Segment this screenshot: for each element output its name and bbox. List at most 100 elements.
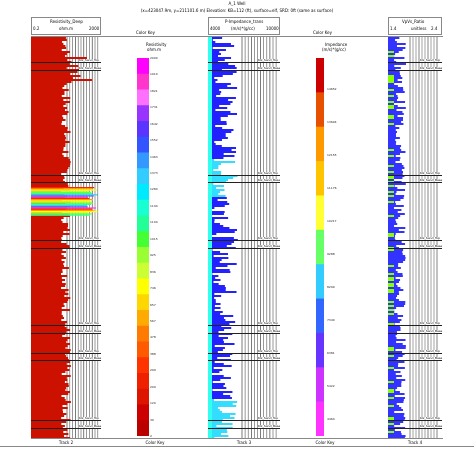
track2-fill-row: [31, 345, 68, 347]
marker-label: KIz_Sand_Top: [258, 321, 279, 325]
track3-fill-row: [208, 291, 237, 293]
track3-fill-row: [208, 401, 238, 403]
track3-fill-row: [208, 369, 223, 371]
track3-fill-row: [208, 93, 221, 95]
track3-fill-row: [208, 341, 224, 343]
track4-fill-row: [388, 49, 403, 51]
track2-fill-row: [31, 87, 63, 89]
track3-fill-row: [208, 409, 220, 411]
marker-label: KIz_Sand_Top: [258, 416, 279, 420]
track4-fill-row: [388, 245, 397, 247]
track2-fill-row: [31, 321, 68, 323]
track3-fill-row: [208, 413, 236, 415]
track2-header[interactable]: Resistivity_Deep 0.2 ohm.m 2000: [31, 17, 101, 35]
marker-line: [388, 248, 442, 249]
track2-fill-row: [31, 37, 66, 39]
track4-fill-row: [388, 321, 400, 323]
track3-fill-row: [208, 119, 221, 121]
colorkey2-tick-label: 10217: [327, 219, 337, 223]
track2-fill-row: [31, 155, 64, 157]
track3-fill-row: [208, 201, 228, 203]
track4-fill-row: [388, 399, 404, 401]
track2-fill-row: [31, 317, 65, 319]
marker-label: KIz_Sand_Top: [258, 349, 279, 353]
track4-fill-row: [388, 361, 405, 363]
track4-fill-row: [388, 255, 406, 257]
track4-fill-row: [388, 149, 402, 151]
track2-fill-row: [31, 57, 87, 59]
track3-fill-row: [208, 37, 223, 39]
track2-fill-row: [31, 381, 65, 383]
track4-fill-row: [388, 157, 401, 159]
track4-fill-row: [388, 207, 395, 209]
track4-fill-row: [388, 63, 406, 65]
track2-fill-row: [31, 175, 65, 177]
track3-fill-row: [208, 265, 228, 267]
track2-fill-row: [31, 401, 71, 403]
track3-fill-row: [208, 229, 237, 231]
track2-fill-row: [31, 161, 71, 163]
track2-fill-row: [31, 293, 69, 295]
track4-green-row: [388, 75, 394, 77]
track2-fill-row: [31, 397, 65, 399]
track2-high-res-band: [31, 212, 89, 214]
track3-fill-row: [208, 163, 221, 165]
track4-fill-row: [388, 351, 403, 353]
track4-fill-row: [388, 257, 406, 259]
track3-fill-row: [208, 175, 238, 177]
track4-fill-row: [388, 165, 404, 167]
colorkey1-tick-label: 836: [150, 269, 156, 274]
track2-fill-row: [31, 407, 68, 409]
track2-fill-row: [31, 259, 62, 261]
track3-fill-row: [208, 135, 226, 137]
track2-high-res-band: [31, 191, 92, 193]
track3-fill-row: [208, 115, 228, 117]
marker-line: [388, 360, 442, 361]
track4-fill-row: [388, 413, 405, 415]
track2-fill-row: [31, 285, 66, 287]
track2-fill-row: [31, 237, 62, 239]
track4-fill-row: [388, 319, 402, 321]
track2-scale-left: 0.2: [33, 26, 40, 31]
colorkey1-tick-label: 1552: [150, 138, 158, 143]
track3-fill-row: [208, 357, 218, 359]
track2-scale-right: 2000: [89, 26, 100, 31]
track2-fill-row: [31, 219, 62, 221]
track2-fill-row: [31, 281, 63, 283]
track2-fill-row: [31, 53, 67, 55]
track4-fill-row: [388, 73, 400, 75]
track4-fill-row: [388, 37, 400, 39]
track4-fill-row: [388, 305, 404, 307]
track2-fill-row: [31, 421, 67, 423]
marker-line: [208, 240, 280, 241]
track2-high-res-band: [31, 200, 91, 202]
track4-header[interactable]: VpVs_Ratio 1.4 unitless 2.4: [388, 17, 442, 35]
colorkey1-tick-label: 657: [150, 302, 156, 307]
track3-fill-row: [208, 415, 230, 417]
track2-fill-row: [31, 409, 63, 411]
track2-fill-row: [31, 227, 68, 229]
marker-label: KIz_Sand_Top: [258, 236, 279, 240]
track2-fill-row: [31, 269, 63, 271]
track4-green-row: [388, 283, 394, 285]
track2-fill-row: [31, 369, 70, 371]
track2-fill-row: [31, 333, 66, 335]
track4-fill-row: [388, 53, 396, 55]
track2-fill-row: [31, 273, 62, 275]
track4-fill-row: [388, 111, 403, 113]
track4-fill-row: [388, 287, 401, 289]
track3-fill-row: [208, 73, 233, 75]
track2-fill-row: [31, 249, 63, 251]
track3-header[interactable]: P-Impedance_trans 4000 (m/s)*(g/cc) 1000…: [208, 17, 280, 35]
track4-fill-row: [388, 243, 406, 245]
track3-fill-row: [208, 343, 235, 345]
track4-fill-row: [388, 417, 406, 419]
track2-high-res-band: [31, 214, 90, 216]
marker-line: [31, 70, 101, 71]
track4-green-row: [388, 191, 394, 193]
colorkey1-tick-label: 1910: [150, 72, 158, 77]
track2-fill-row: [31, 105, 64, 107]
track4-fill-row: [388, 269, 396, 271]
track4-fill-row: [388, 163, 402, 165]
track2-fill-row: [31, 217, 64, 219]
